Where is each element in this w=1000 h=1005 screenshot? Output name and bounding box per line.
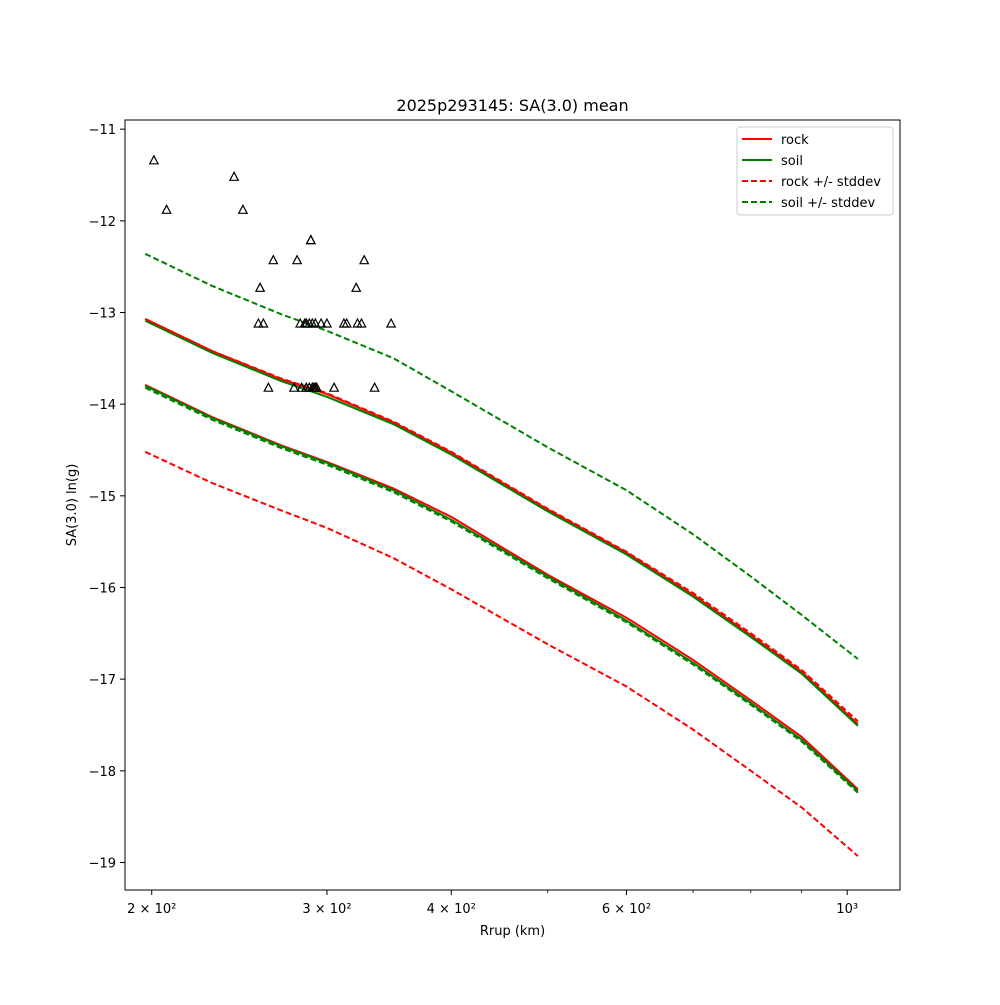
observation-point [253,317,264,328]
plot-frame [124,119,901,891]
legend-box [736,126,894,216]
x-tick-label: 10³ [836,902,858,917]
observation-point [341,317,352,328]
y-tick-label: −19 [89,857,116,872]
observation-point [321,317,333,328]
series-line-soil-stddev-7 [144,386,859,794]
series-line-soil-2 [144,319,859,727]
legend: rock soil rock +/- stddev soil +/- stddev [736,126,894,216]
series-line-rock-stddev-4 [144,317,859,723]
y-tick-label: −16 [89,582,116,597]
observation-point [291,254,303,265]
observation-point [254,282,266,292]
series-line-soil-3 [144,384,859,792]
series-line-rock-stddev-5 [144,450,859,857]
observation-point [351,282,362,292]
legend-label: rock [781,133,809,148]
observation-point [263,381,274,392]
observation-point [268,254,279,265]
observation-point [161,204,172,214]
series-layer [144,252,859,857]
x-tick-label: 4 × 10² [427,902,476,917]
x-axis: 2 × 10² 3 × 10² 4 × 10² 6 × 10² 10³ [127,890,858,917]
observation-point [305,234,316,245]
x-tick-label: 2 × 10² [127,902,176,917]
observation-point [328,381,340,392]
x-tick-label: 3 × 10² [302,902,351,917]
observation-point [315,317,327,328]
x-axis-label: Rrup (km) [480,924,545,939]
observation-point [288,381,300,392]
y-tick-label: −15 [89,490,116,505]
x-tick-label: 6 × 10² [602,902,651,917]
observation-point [237,204,249,214]
y-tick-label: −13 [89,307,116,322]
legend-label: rock +/- stddev [781,175,881,190]
series-line-soil-stddev-6 [144,252,859,660]
observation-point [148,154,160,165]
observation-point [369,381,380,392]
y-tick-label: −17 [89,673,116,688]
observation-point [356,317,367,328]
observation-point [311,381,322,392]
y-axis: −11 −12 −13 −14 −15 −16 −17 −18 −19 [89,123,125,872]
observation-point [258,317,269,328]
legend-label: soil [781,154,803,169]
y-tick-label: −12 [89,215,116,230]
observation-point [359,254,370,265]
observation-point [385,317,397,328]
chart-title: 2025p293145: SA(3.0) mean [396,96,628,115]
y-tick-label: −14 [89,398,116,413]
y-tick-label: −18 [89,765,116,780]
y-axis-label: SA(3.0) ln(g) [65,464,80,547]
y-tick-label: −11 [89,123,116,138]
legend-label: soil +/- stddev [781,196,876,211]
observation-point [228,171,240,181]
plot-area [144,154,859,857]
observation-layer [148,154,397,392]
observation-point [310,317,321,328]
